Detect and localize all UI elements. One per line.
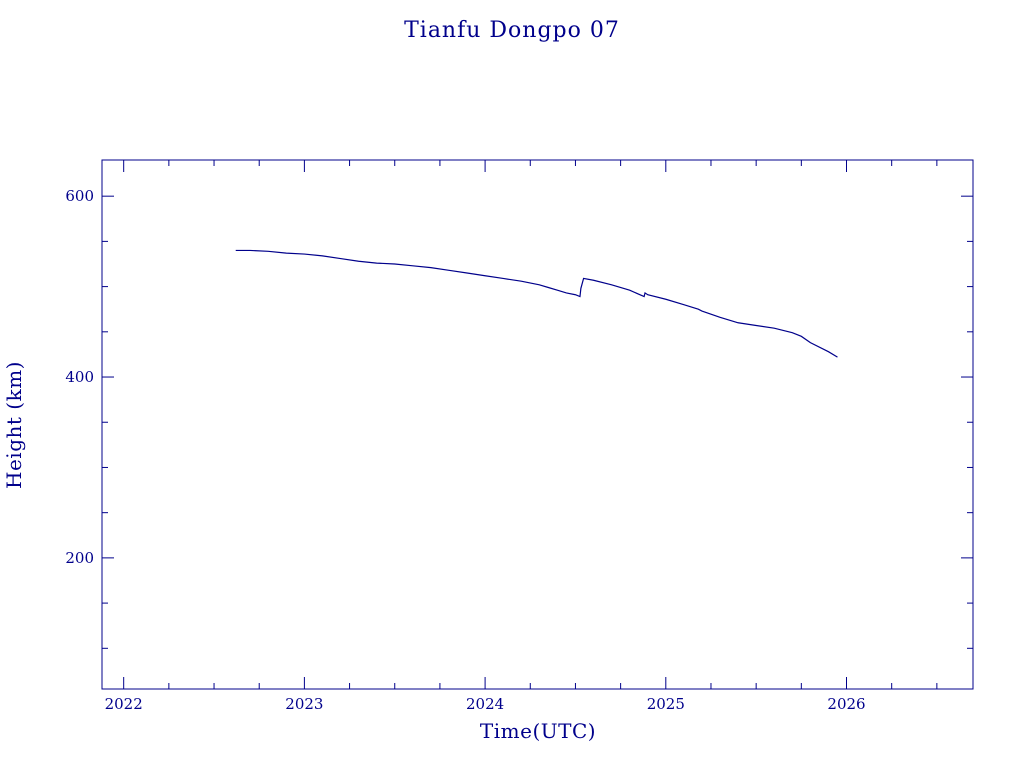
x-tick-label: 2025 xyxy=(647,695,685,713)
x-tick-label: 2024 xyxy=(466,695,504,713)
y-tick-label: 600 xyxy=(65,187,94,205)
x-tick-label: 2023 xyxy=(285,695,323,713)
y-axis-label: Height (km) xyxy=(2,361,26,489)
y-tick-label: 200 xyxy=(65,549,94,567)
x-tick-label: 2022 xyxy=(105,695,143,713)
x-axis-label: Time(UTC) xyxy=(480,719,596,743)
height-series-line xyxy=(235,249,838,358)
plot-frame xyxy=(101,159,974,690)
chart-title: Tianfu Dongpo 07 xyxy=(404,18,620,43)
x-tick-label: 2026 xyxy=(827,695,865,713)
y-tick-label: 400 xyxy=(65,368,94,386)
tick-labels: 2022 2023 2024 2025 2026 200 400 600 xyxy=(65,187,865,713)
tick-marks xyxy=(102,160,973,689)
